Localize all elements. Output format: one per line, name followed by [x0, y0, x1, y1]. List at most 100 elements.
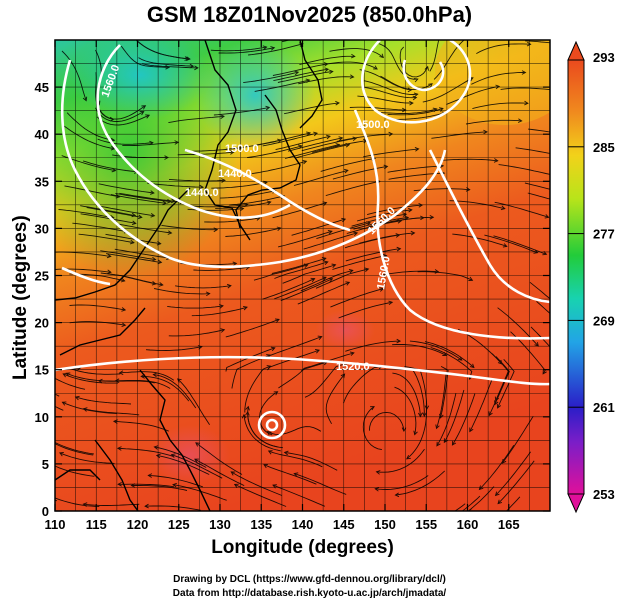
- streamline: [343, 366, 383, 404]
- streamline: [61, 50, 87, 101]
- streamline: [137, 41, 190, 60]
- contour-label: 1500.0: [356, 119, 390, 131]
- streamline-arrowhead: [266, 430, 272, 436]
- streamline: [382, 270, 439, 276]
- streamline-arrowhead: [443, 438, 448, 444]
- streamline: [138, 57, 194, 67]
- streamline: [498, 164, 550, 175]
- streamline: [332, 255, 387, 270]
- streamline: [390, 112, 446, 120]
- streamline-arrowhead: [341, 217, 347, 223]
- streamline-arrowhead: [82, 96, 88, 102]
- streamline: [97, 138, 153, 145]
- streamline: [484, 234, 538, 254]
- streamline: [465, 119, 522, 125]
- streamline-arrowhead: [335, 100, 340, 106]
- streamline-arrowhead: [306, 131, 312, 136]
- streamline: [69, 321, 126, 326]
- streamline: [218, 47, 275, 54]
- streamline: [298, 76, 354, 85]
- streamline: [243, 71, 299, 84]
- streamline-arrowhead: [373, 65, 378, 70]
- chart-title: GSM 18Z01Nov2025 (850.0hPa): [146, 2, 473, 27]
- streamline: [98, 380, 155, 384]
- streamline-arrowhead: [375, 470, 381, 475]
- y-tick-label: 5: [42, 457, 49, 472]
- streamline: [294, 473, 347, 495]
- streamline-arrowhead: [270, 46, 276, 51]
- x-tick-label: 115: [86, 517, 107, 532]
- streamline: [244, 365, 271, 413]
- streamline-arrowhead: [172, 482, 177, 488]
- streamline: [80, 213, 136, 224]
- streamline-arrowhead: [500, 205, 506, 211]
- streamline-arrowhead: [139, 111, 145, 116]
- colorbar-tick-label: 285: [593, 140, 615, 155]
- streamline-arrowhead: [544, 214, 550, 219]
- streamline-arrowhead: [65, 372, 71, 377]
- streamline: [440, 366, 449, 418]
- streamline-arrowhead: [243, 305, 248, 311]
- streamline-arrowhead: [277, 138, 282, 144]
- contour-label: 1500.0: [225, 143, 259, 155]
- streamline-arrowhead: [494, 396, 500, 402]
- streamline-arrowhead: [121, 322, 127, 328]
- streamline-arrowhead: [150, 190, 155, 195]
- streamline-arrowhead: [401, 427, 407, 433]
- streamline-arrowhead: [413, 92, 419, 98]
- streamline: [55, 497, 100, 508]
- streamline-arrowhead: [270, 346, 276, 352]
- streamline: [476, 43, 531, 54]
- streamline: [525, 40, 550, 44]
- streamline: [247, 411, 283, 449]
- streamline: [278, 361, 328, 389]
- wind-streamlines: [55, 25, 550, 511]
- streamline: [303, 232, 358, 250]
- streamline: [175, 285, 231, 289]
- streamline-arrowhead: [59, 452, 64, 457]
- streamline-arrowhead: [435, 424, 440, 430]
- streamline: [332, 165, 388, 180]
- streamline: [495, 451, 531, 496]
- streamline-arrowhead: [118, 370, 124, 376]
- streamline: [320, 157, 376, 172]
- contour-label: 1520.0: [336, 361, 370, 373]
- streamline-arrowhead: [345, 281, 351, 286]
- streamline-arrowhead: [332, 25, 336, 29]
- streamline: [349, 106, 406, 111]
- streamline-arrowhead: [61, 401, 67, 406]
- streamline-arrowhead: [469, 363, 475, 369]
- streamline-arrowhead: [407, 87, 413, 93]
- streamline-arrowhead: [243, 202, 249, 208]
- streamline: [62, 401, 117, 415]
- streamline: [497, 460, 535, 504]
- streamline: [449, 200, 505, 210]
- x-axis-ticks: 110 115 120 125 130 135 140 145 150 155 160 165: [45, 40, 520, 532]
- streamline-arrowhead: [194, 65, 199, 71]
- streamline-arrowhead: [533, 249, 539, 254]
- streamline: [277, 71, 333, 83]
- streamline-arrowhead: [324, 67, 330, 72]
- y-tick-label: 40: [35, 127, 49, 142]
- streamline: [75, 396, 132, 405]
- streamline-arrowhead: [221, 178, 226, 183]
- streamline: [59, 452, 115, 464]
- colorbar: 293 285 277 269 261 253: [567, 40, 615, 514]
- streamline-arrowhead: [396, 338, 402, 344]
- y-tick-label: 15: [35, 363, 49, 378]
- streamline-arrowhead: [167, 230, 173, 235]
- streamline: [316, 222, 371, 240]
- streamline: [494, 201, 549, 218]
- streamline: [247, 145, 303, 159]
- streamline: [72, 222, 128, 233]
- streamline: [99, 205, 155, 217]
- streamline: [345, 340, 401, 352]
- streamline-arrowhead: [267, 450, 273, 455]
- streamline-arrowhead: [434, 269, 440, 274]
- streamline-arrowhead: [265, 105, 271, 111]
- streamline: [287, 137, 343, 152]
- streamline: [105, 233, 161, 245]
- streamline: [394, 386, 417, 435]
- colorbar-bar: [567, 59, 585, 495]
- streamline: [381, 108, 437, 114]
